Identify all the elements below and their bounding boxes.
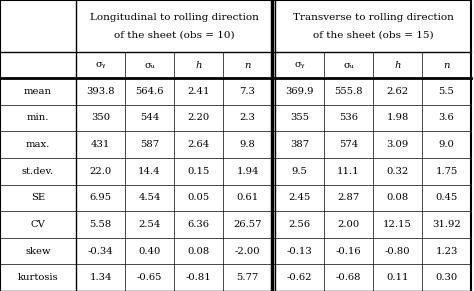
Text: 431: 431 xyxy=(91,140,110,149)
Text: 387: 387 xyxy=(290,140,309,149)
Text: -0.80: -0.80 xyxy=(385,246,410,255)
Text: σᵧ: σᵧ xyxy=(294,61,305,70)
Text: 6.95: 6.95 xyxy=(90,193,111,202)
Text: min.: min. xyxy=(27,113,49,123)
Text: h: h xyxy=(195,61,202,70)
Text: -0.81: -0.81 xyxy=(186,273,211,282)
Text: 0.61: 0.61 xyxy=(237,193,259,202)
Text: 2.20: 2.20 xyxy=(187,113,210,123)
Text: n: n xyxy=(443,61,450,70)
Text: -2.00: -2.00 xyxy=(235,246,260,255)
Text: 1.23: 1.23 xyxy=(435,246,458,255)
Text: 536: 536 xyxy=(339,113,358,123)
Text: 9.0: 9.0 xyxy=(438,140,455,149)
Text: Transverse to rolling direction: Transverse to rolling direction xyxy=(292,13,454,22)
Text: 1.34: 1.34 xyxy=(89,273,112,282)
Text: 2.64: 2.64 xyxy=(187,140,210,149)
Text: 9.5: 9.5 xyxy=(292,167,308,176)
Text: 14.4: 14.4 xyxy=(138,167,161,176)
Text: of the sheet (obs = 15): of the sheet (obs = 15) xyxy=(313,31,433,40)
Text: 1.98: 1.98 xyxy=(386,113,409,123)
Text: 26.57: 26.57 xyxy=(233,220,262,229)
Text: 3.09: 3.09 xyxy=(386,140,409,149)
Text: 31.92: 31.92 xyxy=(432,220,461,229)
Text: 0.45: 0.45 xyxy=(435,193,458,202)
Text: 587: 587 xyxy=(140,140,159,149)
Text: n: n xyxy=(244,61,251,70)
Text: -0.65: -0.65 xyxy=(137,273,162,282)
Text: -0.62: -0.62 xyxy=(287,273,312,282)
Text: 2.54: 2.54 xyxy=(138,220,161,229)
Text: 2.3: 2.3 xyxy=(239,113,255,123)
Text: 2.87: 2.87 xyxy=(337,193,360,202)
Text: st.dev.: st.dev. xyxy=(22,167,54,176)
Text: 574: 574 xyxy=(339,140,358,149)
Text: Longitudinal to rolling direction: Longitudinal to rolling direction xyxy=(90,13,258,22)
Text: 3.6: 3.6 xyxy=(438,113,455,123)
Text: -0.16: -0.16 xyxy=(336,246,361,255)
Text: 7.3: 7.3 xyxy=(239,87,255,96)
Text: σᵧ: σᵧ xyxy=(95,61,106,70)
Text: 350: 350 xyxy=(91,113,110,123)
Text: 0.05: 0.05 xyxy=(187,193,210,202)
Text: -0.13: -0.13 xyxy=(287,246,312,255)
Text: σᵤ: σᵤ xyxy=(343,61,354,70)
Text: 1.94: 1.94 xyxy=(236,167,259,176)
Text: max.: max. xyxy=(26,140,50,149)
Text: 11.1: 11.1 xyxy=(337,167,360,176)
Text: 544: 544 xyxy=(140,113,159,123)
Text: 355: 355 xyxy=(290,113,309,123)
Text: 2.56: 2.56 xyxy=(289,220,310,229)
Text: 0.15: 0.15 xyxy=(187,167,210,176)
Text: mean: mean xyxy=(24,87,52,96)
Text: 2.41: 2.41 xyxy=(187,87,210,96)
Text: 4.54: 4.54 xyxy=(138,193,161,202)
Text: σᵤ: σᵤ xyxy=(144,61,155,70)
Text: 5.58: 5.58 xyxy=(90,220,111,229)
Text: 0.30: 0.30 xyxy=(436,273,457,282)
Text: 0.08: 0.08 xyxy=(386,193,409,202)
Text: 0.08: 0.08 xyxy=(187,246,210,255)
Text: 2.00: 2.00 xyxy=(337,220,360,229)
Text: 12.15: 12.15 xyxy=(383,220,412,229)
Text: 2.62: 2.62 xyxy=(386,87,409,96)
Text: 555.8: 555.8 xyxy=(334,87,363,96)
Text: 2.45: 2.45 xyxy=(288,193,310,202)
Text: 0.11: 0.11 xyxy=(386,273,409,282)
Text: 1.75: 1.75 xyxy=(435,167,458,176)
Text: CV: CV xyxy=(30,220,46,229)
Text: -0.34: -0.34 xyxy=(88,246,113,255)
Text: 0.32: 0.32 xyxy=(386,167,409,176)
Text: 22.0: 22.0 xyxy=(90,167,111,176)
Text: -0.68: -0.68 xyxy=(336,273,361,282)
Text: 0.40: 0.40 xyxy=(138,246,161,255)
Text: 393.8: 393.8 xyxy=(86,87,115,96)
Text: of the sheet (obs = 10): of the sheet (obs = 10) xyxy=(114,31,234,40)
Text: skew: skew xyxy=(25,246,51,255)
Text: 369.9: 369.9 xyxy=(285,87,314,96)
Text: 6.36: 6.36 xyxy=(188,220,210,229)
Text: kurtosis: kurtosis xyxy=(18,273,58,282)
Text: h: h xyxy=(394,61,401,70)
Text: 564.6: 564.6 xyxy=(135,87,164,96)
Text: 5.5: 5.5 xyxy=(438,87,455,96)
Text: SE: SE xyxy=(31,193,45,202)
Text: 9.8: 9.8 xyxy=(239,140,255,149)
Text: 5.77: 5.77 xyxy=(237,273,259,282)
